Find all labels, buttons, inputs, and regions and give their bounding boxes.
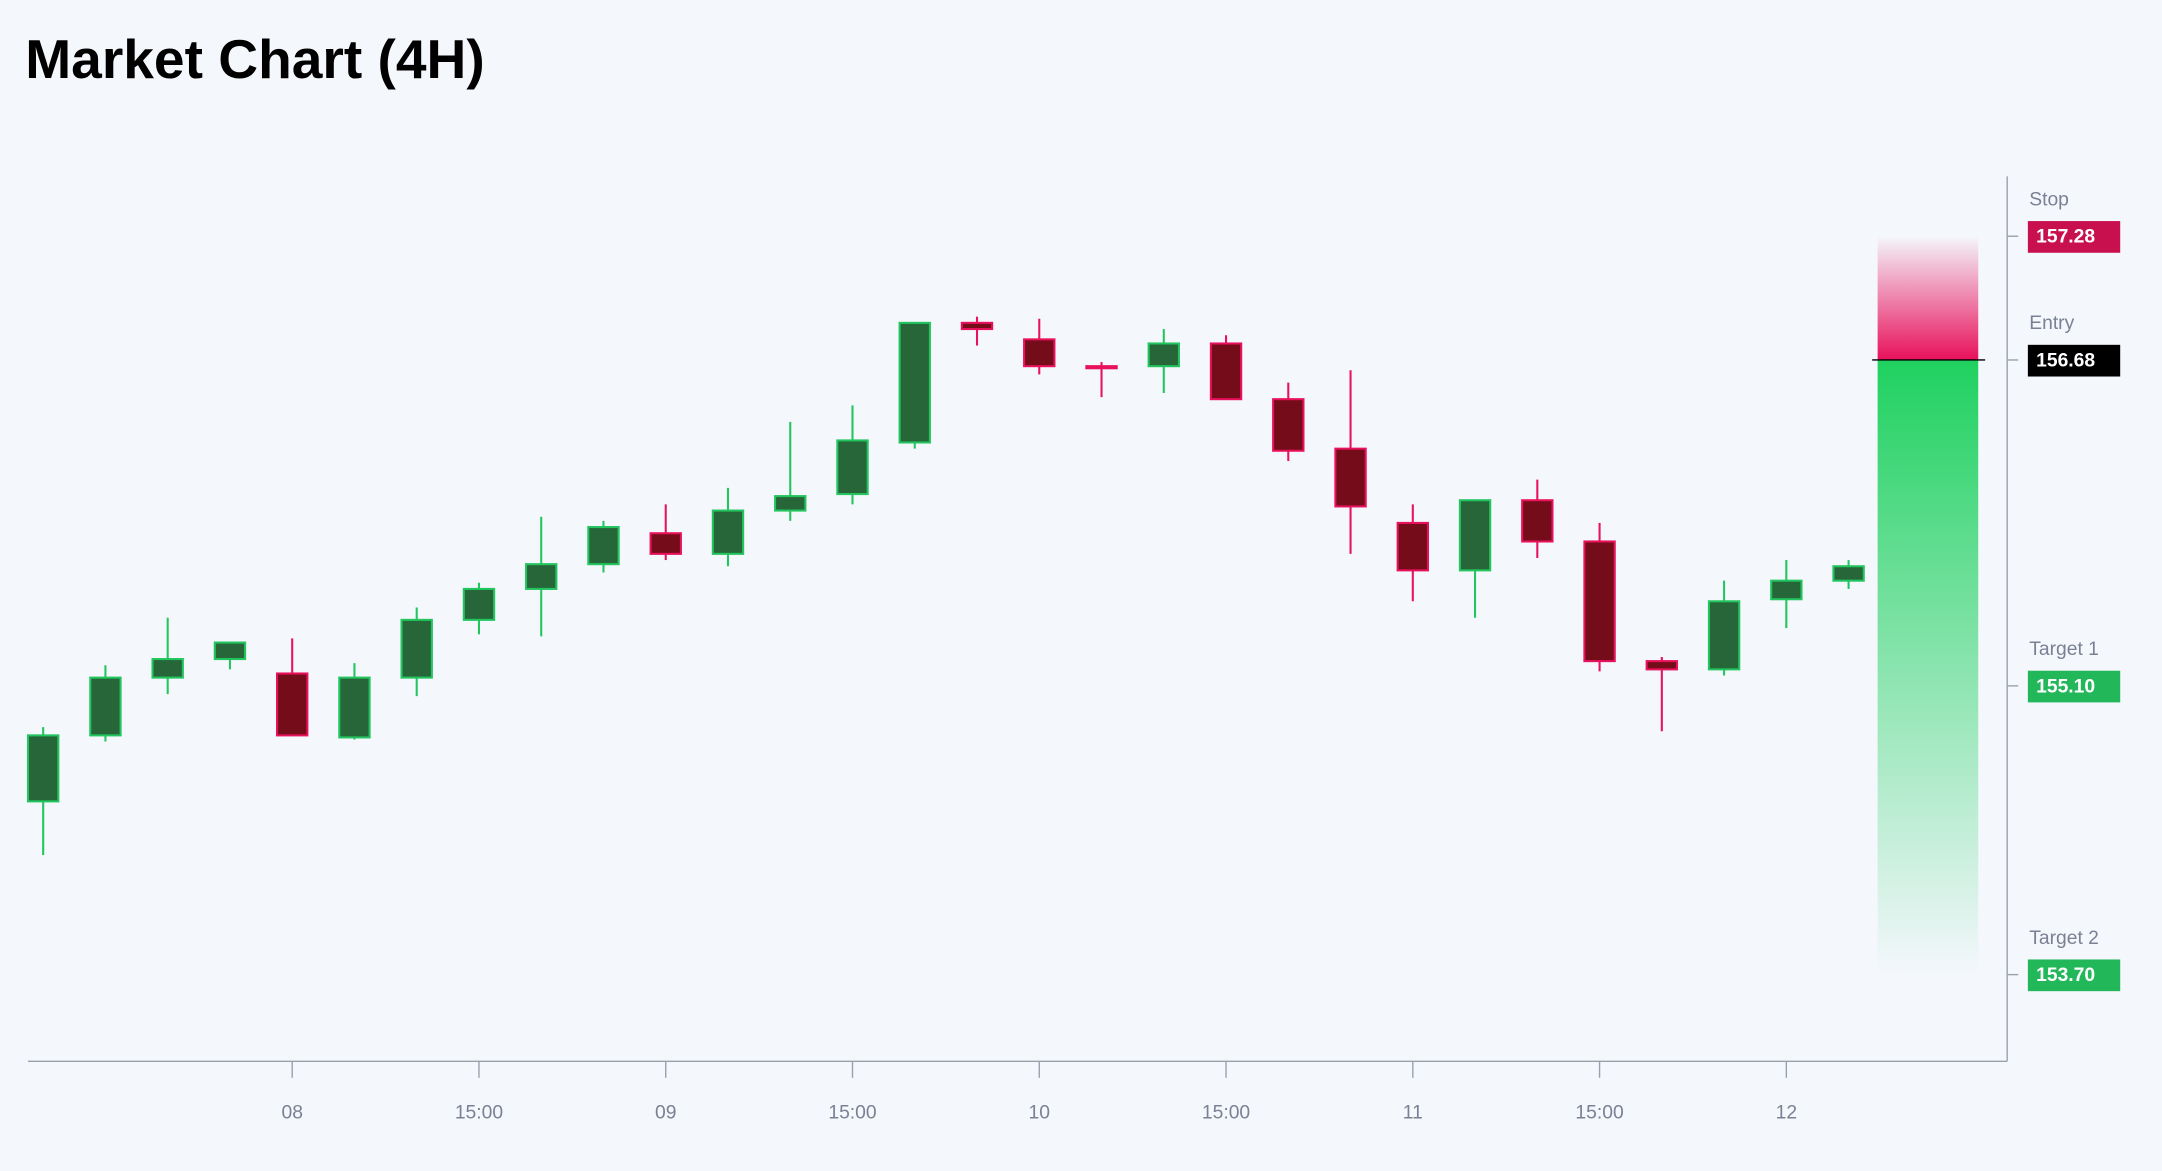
level-name: Target 1 bbox=[2029, 639, 2099, 660]
candle-body bbox=[649, 532, 682, 555]
candle-body bbox=[1209, 342, 1243, 401]
chart-title: Market Chart (4H) bbox=[25, 28, 484, 90]
candle-body bbox=[1645, 660, 1679, 671]
candle-body bbox=[213, 641, 247, 661]
candle-body bbox=[587, 526, 620, 566]
candle-body bbox=[462, 587, 496, 621]
candle-body bbox=[89, 676, 122, 737]
x-tick-label: 15:00 bbox=[1202, 1103, 1250, 1124]
level-label: 156.68 bbox=[2036, 350, 2095, 371]
candle-body bbox=[1396, 521, 1429, 572]
candle-body bbox=[1707, 600, 1741, 671]
candle-body bbox=[276, 672, 309, 737]
candle-body bbox=[960, 321, 994, 331]
x-tick-label: 10 bbox=[1029, 1103, 1050, 1124]
x-tick-label: 09 bbox=[655, 1103, 676, 1124]
x-tick-label: 15:00 bbox=[1575, 1103, 1623, 1124]
candle-body bbox=[1458, 499, 1492, 572]
candle-body bbox=[1085, 365, 1118, 370]
level-name: Stop bbox=[2029, 189, 2069, 210]
level-badge bbox=[2027, 670, 2121, 703]
candle-body bbox=[898, 321, 931, 444]
candle-body bbox=[1147, 342, 1180, 368]
level-label: 155.10 bbox=[2036, 676, 2095, 697]
level-badge bbox=[2027, 221, 2121, 253]
candle-body bbox=[774, 495, 807, 512]
reward-zone bbox=[1877, 359, 1979, 975]
candle-body bbox=[1521, 499, 1554, 543]
level-name: Entry bbox=[2029, 313, 2074, 334]
candle-body bbox=[1023, 338, 1056, 368]
level-badge bbox=[2027, 959, 2121, 992]
level-label: 153.70 bbox=[2036, 965, 2095, 986]
candle-body bbox=[1770, 579, 1803, 601]
risk-zone bbox=[1877, 236, 1979, 360]
candle-body bbox=[1272, 398, 1305, 452]
candle-body bbox=[711, 509, 745, 555]
candle-body bbox=[525, 563, 558, 590]
level-name: Target 2 bbox=[2029, 928, 2099, 949]
candle-body bbox=[26, 734, 60, 803]
level-badge bbox=[2027, 344, 2121, 377]
candle-body bbox=[151, 658, 184, 679]
x-tick-label: 12 bbox=[1776, 1103, 1797, 1124]
candle-body bbox=[1334, 447, 1367, 508]
x-tick-label: 15:00 bbox=[455, 1103, 503, 1124]
x-tick-label: 08 bbox=[281, 1103, 302, 1124]
candle-body bbox=[1583, 540, 1616, 663]
candle-body bbox=[836, 439, 869, 496]
candle-body bbox=[338, 676, 371, 739]
candle-body bbox=[1832, 565, 1865, 582]
candle-body bbox=[400, 618, 433, 679]
x-tick-label: 15:00 bbox=[828, 1103, 876, 1124]
level-label: 157.28 bbox=[2036, 227, 2095, 248]
x-tick-label: 11 bbox=[1403, 1103, 1423, 1124]
